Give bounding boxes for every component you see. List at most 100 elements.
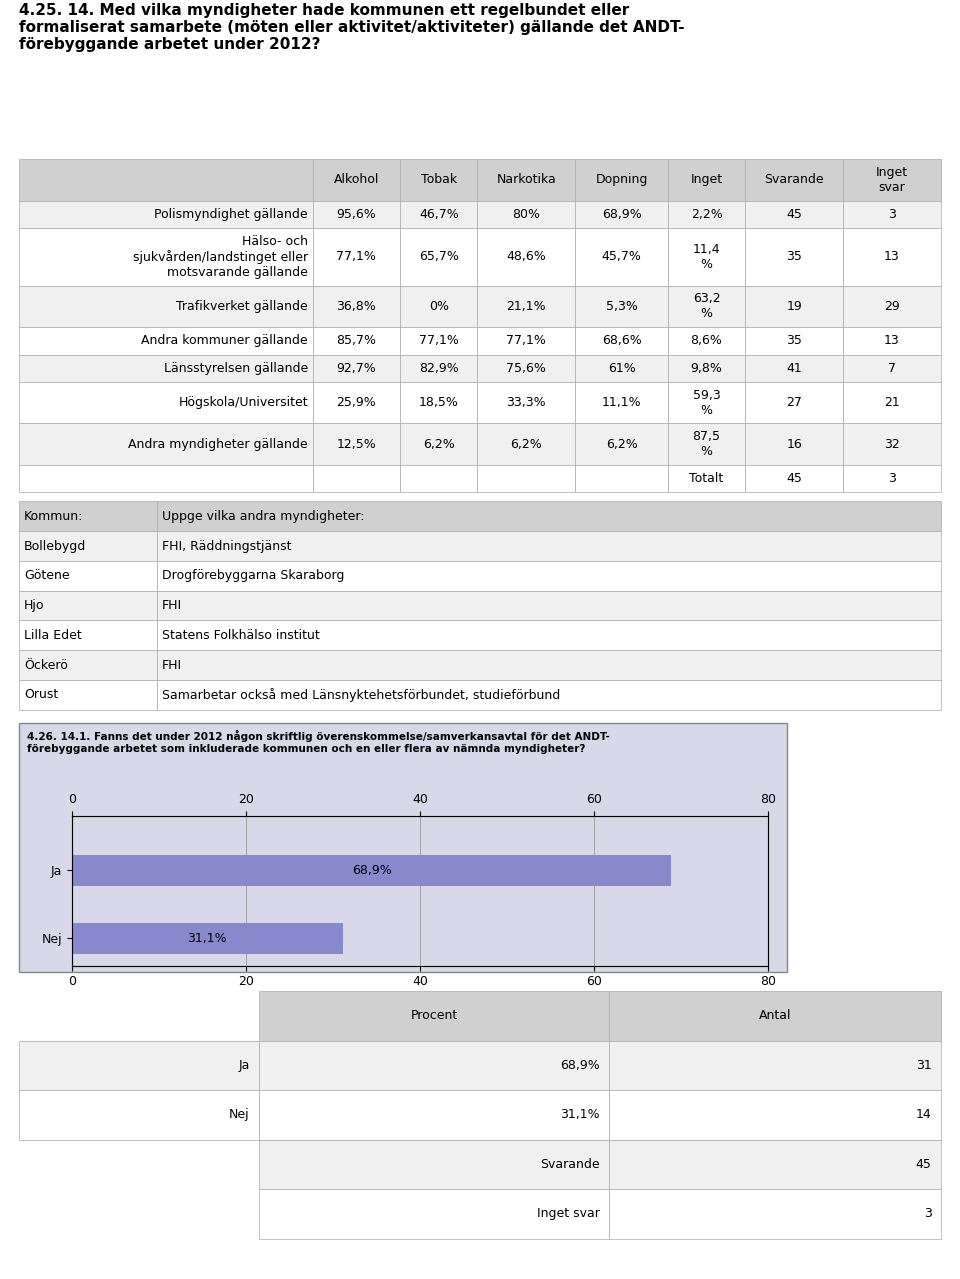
Text: 11,1%: 11,1% <box>602 396 641 409</box>
Bar <box>575 327 668 354</box>
Bar <box>313 382 400 423</box>
Text: 19: 19 <box>786 299 802 313</box>
Text: 45,7%: 45,7% <box>602 251 641 263</box>
Bar <box>843 201 941 228</box>
Text: 13: 13 <box>884 334 900 348</box>
Text: Narkotika: Narkotika <box>496 174 556 187</box>
Bar <box>575 354 668 382</box>
Text: 31,1%: 31,1% <box>561 1109 600 1122</box>
Text: 25,9%: 25,9% <box>337 396 376 409</box>
Text: 35: 35 <box>786 334 802 348</box>
Bar <box>400 160 477 201</box>
Text: Trafikverket gällande: Trafikverket gällande <box>177 299 308 313</box>
Text: Andra kommuner gällande: Andra kommuner gällande <box>141 334 308 348</box>
Bar <box>745 423 843 464</box>
Text: Nej: Nej <box>229 1109 250 1122</box>
Text: Procent: Procent <box>410 1009 458 1022</box>
Bar <box>745 160 843 201</box>
Text: 11,4
%: 11,4 % <box>693 243 720 271</box>
Text: 0%: 0% <box>429 299 449 313</box>
Text: Dopning: Dopning <box>595 174 648 187</box>
Bar <box>745 285 843 327</box>
Bar <box>477 382 575 423</box>
Bar <box>668 464 745 492</box>
Text: Svarande: Svarande <box>764 174 824 187</box>
Bar <box>843 354 941 382</box>
Text: Andra myndigheter gällande: Andra myndigheter gällande <box>129 437 308 450</box>
Text: 4.25. 14. Med vilka myndigheter hade kommunen ett regelbundet eller
formaliserat: 4.25. 14. Med vilka myndigheter hade kom… <box>19 3 684 52</box>
Bar <box>19 501 157 531</box>
Text: 77,1%: 77,1% <box>419 334 459 348</box>
Text: 4.26. 14.1. Fanns det under 2012 någon skriftlig överenskommelse/samverkansavtal: 4.26. 14.1. Fanns det under 2012 någon s… <box>27 730 610 753</box>
Text: 61%: 61% <box>608 362 636 375</box>
Bar <box>313 464 400 492</box>
Bar <box>19 680 157 710</box>
Text: 31: 31 <box>916 1059 931 1072</box>
Bar <box>745 327 843 354</box>
Bar <box>313 327 400 354</box>
Text: 21: 21 <box>884 396 900 409</box>
Bar <box>157 620 941 650</box>
Text: 2,2%: 2,2% <box>690 208 723 221</box>
Bar <box>745 382 843 423</box>
Bar <box>843 327 941 354</box>
Bar <box>19 531 157 561</box>
Text: 77,1%: 77,1% <box>337 251 376 263</box>
Text: 8,6%: 8,6% <box>690 334 723 348</box>
Bar <box>477 327 575 354</box>
Bar <box>19 561 157 591</box>
Text: 14: 14 <box>916 1109 931 1122</box>
Bar <box>259 991 609 1041</box>
Bar <box>843 423 941 464</box>
Bar <box>843 464 941 492</box>
Text: Alkohol: Alkohol <box>334 174 379 187</box>
Bar <box>19 620 157 650</box>
Bar <box>19 1090 259 1140</box>
Bar <box>609 1140 941 1189</box>
Bar <box>668 423 745 464</box>
Bar <box>19 591 157 620</box>
Bar <box>575 201 668 228</box>
Bar <box>400 228 477 285</box>
Bar <box>575 228 668 285</box>
Text: 6,2%: 6,2% <box>511 437 542 450</box>
Bar <box>400 382 477 423</box>
Text: 12,5%: 12,5% <box>337 437 376 450</box>
Bar <box>575 160 668 201</box>
Bar <box>400 464 477 492</box>
Bar <box>19 464 313 492</box>
Text: 33,3%: 33,3% <box>507 396 546 409</box>
Text: 68,9%: 68,9% <box>602 208 641 221</box>
Text: Inget: Inget <box>690 174 723 187</box>
Bar <box>477 160 575 201</box>
Bar <box>477 423 575 464</box>
Text: 31,1%: 31,1% <box>187 932 228 945</box>
Bar <box>313 423 400 464</box>
Text: 45: 45 <box>786 208 802 221</box>
Text: Antal: Antal <box>758 1009 791 1022</box>
Bar <box>19 285 313 327</box>
Text: 29: 29 <box>884 299 900 313</box>
Text: 3: 3 <box>924 1207 931 1220</box>
Bar <box>745 354 843 382</box>
Bar <box>19 201 313 228</box>
Bar <box>19 354 313 382</box>
Bar <box>575 382 668 423</box>
Bar <box>400 285 477 327</box>
Bar <box>313 201 400 228</box>
Text: Inget svar: Inget svar <box>537 1207 600 1220</box>
Text: 13: 13 <box>884 251 900 263</box>
Bar <box>668 285 745 327</box>
Bar <box>157 531 941 561</box>
Bar <box>259 1140 609 1189</box>
Bar <box>609 1090 941 1140</box>
Text: 3: 3 <box>888 472 896 485</box>
Bar <box>575 464 668 492</box>
Text: Orust: Orust <box>24 688 58 701</box>
Bar <box>19 382 313 423</box>
Text: 95,6%: 95,6% <box>337 208 376 221</box>
Text: Ja: Ja <box>238 1059 250 1072</box>
Text: 21,1%: 21,1% <box>507 299 546 313</box>
Bar <box>668 382 745 423</box>
Text: 48,6%: 48,6% <box>507 251 546 263</box>
